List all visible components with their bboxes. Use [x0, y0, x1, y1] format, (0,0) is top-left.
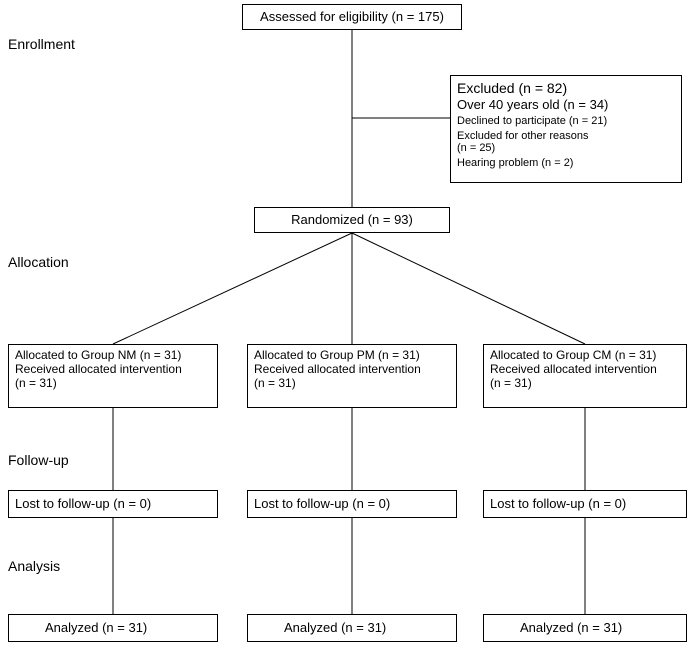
alloc-pm-line-1: Received allocated intervention	[254, 363, 450, 377]
node-assessed-text: Assessed for eligibility (n = 175)	[260, 9, 444, 24]
node-alloc-cm: Allocated to Group CM (n = 31) Received …	[483, 344, 687, 408]
node-analyzed-cm: Analyzed (n = 31)	[483, 614, 687, 642]
alloc-pm-line-0: Allocated to Group PM (n = 31)	[254, 349, 450, 363]
node-excluded: Excluded (n = 82) Over 40 years old (n =…	[450, 75, 682, 183]
node-assessed: Assessed for eligibility (n = 175)	[242, 4, 462, 30]
alloc-nm-line-1: Received allocated intervention	[15, 363, 211, 377]
excluded-line-5: Hearing problem (n = 2)	[457, 157, 675, 170]
lost-cm-text: Lost to follow-up (n = 0)	[490, 496, 626, 511]
alloc-cm-line-0: Allocated to Group CM (n = 31)	[490, 349, 680, 363]
phase-label-enrollment: Enrollment	[8, 36, 75, 52]
alloc-pm-line-2: (n = 31)	[254, 377, 450, 391]
phase-label-followup: Follow-up	[8, 452, 69, 468]
excluded-line-4: (n = 25)	[457, 142, 675, 155]
excluded-line-3: Excluded for other reasons	[457, 130, 675, 143]
an-nm-text: Analyzed (n = 31)	[15, 620, 147, 635]
node-analyzed-nm: Analyzed (n = 31)	[8, 614, 218, 642]
node-lost-nm: Lost to follow-up (n = 0)	[8, 490, 218, 518]
lost-nm-text: Lost to follow-up (n = 0)	[15, 496, 151, 511]
alloc-cm-line-2: (n = 31)	[490, 377, 680, 391]
node-alloc-nm: Allocated to Group NM (n = 31) Received …	[8, 344, 218, 408]
alloc-nm-line-2: (n = 31)	[15, 377, 211, 391]
node-randomized: Randomized (n = 93)	[254, 207, 450, 233]
excluded-line-1: Over 40 years old (n = 34)	[457, 98, 675, 113]
alloc-cm-line-1: Received allocated intervention	[490, 363, 680, 377]
node-analyzed-pm: Analyzed (n = 31)	[247, 614, 457, 642]
an-cm-text: Analyzed (n = 31)	[490, 620, 622, 635]
phase-label-analysis: Analysis	[8, 558, 60, 574]
phase-label-allocation: Allocation	[8, 254, 69, 270]
an-pm-text: Analyzed (n = 31)	[254, 620, 386, 635]
node-lost-cm: Lost to follow-up (n = 0)	[483, 490, 687, 518]
excluded-line-0: Excluded (n = 82)	[457, 80, 675, 96]
node-lost-pm: Lost to follow-up (n = 0)	[247, 490, 457, 518]
excluded-line-2: Declined to participate (n = 21)	[457, 115, 675, 128]
lost-pm-text: Lost to follow-up (n = 0)	[254, 496, 390, 511]
node-randomized-text: Randomized (n = 93)	[291, 212, 413, 227]
alloc-nm-line-0: Allocated to Group NM (n = 31)	[15, 349, 211, 363]
node-alloc-pm: Allocated to Group PM (n = 31) Received …	[247, 344, 457, 408]
